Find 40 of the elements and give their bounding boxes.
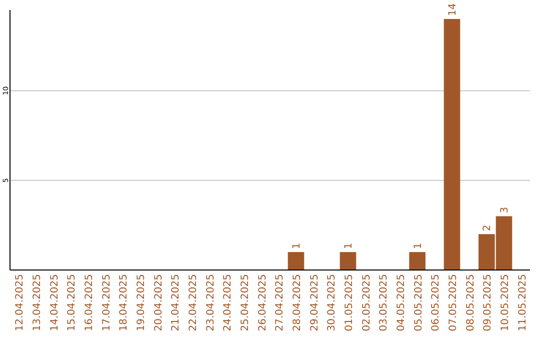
x-tick-label: 04.05.2025 [396, 274, 407, 332]
x-tick-label: 03.05.2025 [378, 274, 390, 332]
x-tick-label: 05.05.2025 [413, 274, 424, 332]
x-tick-label: 17.04.2025 [101, 274, 112, 332]
x-tick-label: 02.05.2025 [361, 274, 372, 332]
x-tick-label: 15.04.2025 [66, 274, 78, 332]
x-tick-label: 19.04.2025 [136, 274, 147, 332]
x-tick-label: 01.05.2025 [344, 274, 355, 332]
x-tick-label: 29.04.2025 [309, 274, 320, 332]
x-tick-label: 28.04.2025 [292, 274, 303, 332]
x-tick-label: 09.05.2025 [482, 274, 494, 332]
x-tick-label: 10.05.2025 [500, 274, 511, 332]
bar [444, 18, 460, 270]
x-tick-label: 25.04.2025 [240, 274, 251, 332]
bar [340, 252, 356, 270]
x-tick-label: 06.05.2025 [430, 274, 442, 332]
data-label: 1 [292, 242, 302, 250]
bar [288, 252, 304, 270]
data-label: 2 [482, 224, 494, 232]
bar [409, 252, 426, 270]
x-tick-label: 23.04.2025 [205, 274, 216, 332]
x-tick-label: 14.04.2025 [49, 274, 60, 332]
x-tick-label: 26.04.2025 [257, 274, 268, 332]
x-tick-label: 18.04.2025 [118, 274, 130, 332]
x-tick-label: 30.04.2025 [326, 274, 338, 332]
x-tick-label: 07.05.2025 [448, 274, 459, 332]
data-label: 3 [500, 206, 510, 214]
x-tick-label: 27.04.2025 [274, 274, 286, 332]
data-label: 1 [412, 242, 424, 250]
data-label: 14 [448, 3, 458, 16]
x-tick-label: 13.04.2025 [32, 274, 43, 332]
x-tick-label: 12.04.2025 [14, 274, 26, 332]
x-tick-label: 22.04.2025 [188, 274, 199, 332]
x-tick-label: 11.05.2025 [517, 274, 528, 332]
x-tick-label: 20.04.2025 [153, 274, 164, 332]
x-tick-label: 08.05.2025 [465, 274, 476, 332]
x-tick-label: 21.04.2025 [170, 274, 182, 332]
x-tick-label: 24.04.2025 [222, 274, 234, 332]
data-label: 1 [344, 242, 354, 250]
x-tick-label: 16.04.2025 [84, 274, 95, 332]
